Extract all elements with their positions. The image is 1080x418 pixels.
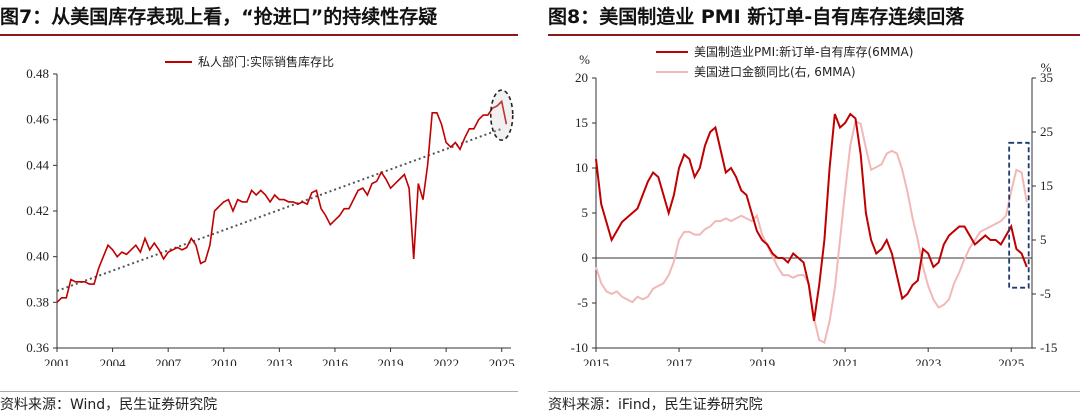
pmi-import-chart: %% -10 -5 0 5 10 15 20 -15 -5 5 15 25 35 2015 2017 2019 2… <box>571 44 1058 366</box>
legend-label: 美国制造业PMI:新订单-自有库存(6MMA) <box>694 44 913 59</box>
chart-title: 图8：美国制造业 PMI 新订单-自有库存连续回落 <box>548 6 965 28</box>
legend-label: 美国进口金额同比(右, 6MMA) <box>694 64 856 79</box>
x-tick-label: 2017 <box>666 356 693 366</box>
y2-tick-label: 15 <box>1040 178 1053 193</box>
highlight-box <box>1008 141 1030 289</box>
y-tick-label: -5 <box>577 295 588 310</box>
y2-tick-label: -15 <box>1040 340 1057 355</box>
trend-line <box>56 127 503 292</box>
series-line-pmi-neworders-inventory <box>595 112 1028 322</box>
x-tick-label: 2010 <box>211 356 237 366</box>
y-tick-label: 10 <box>575 160 588 175</box>
x-tick-label: 2019 <box>378 356 404 366</box>
y-axis-unit-right: % <box>1041 60 1052 75</box>
source-divider <box>548 391 1080 392</box>
legend-label: 私人部门:实际销售库存比 <box>198 54 334 69</box>
y-tick-label: 20 <box>575 70 588 85</box>
y-tick-label: 5 <box>582 205 589 220</box>
y2-tick-label: 35 <box>1040 70 1053 85</box>
x-tick-label: 2025 <box>489 356 515 366</box>
y-tick-label: 0.40 <box>26 249 49 264</box>
y-tick-label: 0.46 <box>26 112 49 127</box>
y-tick-label: 0.38 <box>26 294 49 309</box>
highlight-ellipse <box>489 89 514 141</box>
y-tick-label: 0.44 <box>26 157 49 172</box>
y2-tick-label: -5 <box>1040 286 1051 301</box>
chart-title: 图7：从美国库存表现上看，“抢进口”的持续性存疑 <box>0 6 438 28</box>
y2-tick-label: 5 <box>1040 232 1047 247</box>
source-note: 资料来源：iFind，民生证券研究院 <box>548 397 763 413</box>
y-tick-label: -10 <box>571 340 588 355</box>
x-tick-label: 2025 <box>998 356 1024 366</box>
x-tick-label: 2016 <box>322 356 349 366</box>
x-tick-label: 2001 <box>44 356 70 366</box>
x-tick-label: 2013 <box>266 356 292 366</box>
x-tick-label: 2004 <box>100 356 127 366</box>
y-tick-label: 0.48 <box>26 66 49 81</box>
title-underline <box>548 34 1080 36</box>
x-tick-label: 2015 <box>583 356 609 366</box>
y-axis-unit-left: % <box>579 52 590 67</box>
y-tick-label: 0 <box>582 250 589 265</box>
source-note: 资料来源：Wind，民生证券研究院 <box>0 397 218 413</box>
y-tick-label: 15 <box>575 115 588 130</box>
y-tick-label: 0.42 <box>26 203 49 218</box>
x-tick-label: 2023 <box>915 356 941 366</box>
y2-tick-label: 25 <box>1040 124 1053 139</box>
x-tick-label: 2022 <box>433 356 459 366</box>
x-tick-label: 2021 <box>832 356 858 366</box>
x-tick-label: 2019 <box>749 356 775 366</box>
x-tick-label: 2007 <box>155 356 182 366</box>
source-divider <box>0 391 518 392</box>
series-line-sales-inventory-ratio <box>56 99 508 303</box>
chart-panel-right: 图8：美国制造业 PMI 新订单-自有库存连续回落 %% -10 -5 0 5 10 15 2… <box>548 0 1080 418</box>
title-underline <box>0 34 518 36</box>
y-tick-label: 0.36 <box>26 340 49 355</box>
chart-panel-left: 图7：从美国库存表现上看，“抢进口”的持续性存疑 0.36 0.38 0.40 0.4… <box>0 0 520 418</box>
inventory-ratio-chart: 0.36 0.38 0.40 0.42 0.44 0.46 0.48 2001 2004 2007… <box>26 54 515 366</box>
